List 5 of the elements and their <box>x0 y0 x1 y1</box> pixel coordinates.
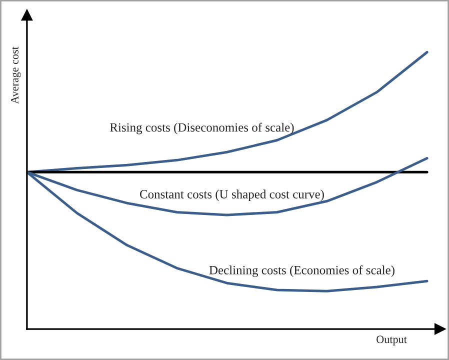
y-axis-title: Average cost <box>11 46 21 104</box>
series-label: Constant costs (U shaped cost curve) <box>140 190 324 201</box>
x-axis-title: Output <box>376 336 407 346</box>
series-label: Rising costs (Diseconomies of scale) <box>110 122 294 134</box>
series-label: Declining costs (Economies of scale) <box>209 265 394 277</box>
